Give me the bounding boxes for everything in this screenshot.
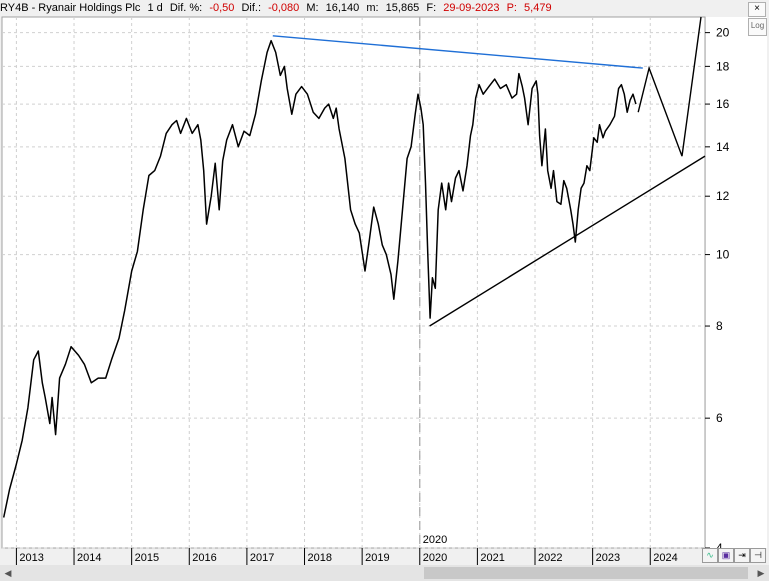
x-tick-label: 2021 — [480, 552, 504, 564]
y-tick-label: 8 — [716, 319, 723, 333]
x-tick-label: 2020 — [423, 552, 447, 564]
x-tick-label: 2022 — [538, 552, 562, 564]
support-line — [429, 155, 706, 327]
y-axis-panel — [706, 17, 767, 548]
x-tick-label: 2013 — [19, 552, 43, 564]
horizontal-scrollbar[interactable]: ◀ ▶ — [0, 565, 769, 581]
pct-change-label: Dif. %: — [169, 2, 203, 14]
year-marker-label: 2020 — [423, 534, 447, 546]
y-tick-label: 18 — [716, 59, 730, 73]
diff-label: Dif.: — [241, 2, 262, 14]
y-tick-label: 14 — [716, 140, 730, 154]
x-tick-label: 2017 — [250, 552, 274, 564]
ticker-title: RY4B - Ryanair Holdings Plc — [0, 2, 141, 14]
scroll-thumb[interactable] — [424, 567, 748, 579]
y-tick-label: 20 — [716, 26, 730, 40]
x-tick-label: 2014 — [77, 552, 101, 564]
price-line — [2, 39, 637, 518]
y-tick-label: 16 — [716, 97, 730, 111]
max-label: M: — [306, 2, 319, 14]
x-tick-label: 2019 — [365, 552, 389, 564]
trend-lines — [272, 16, 706, 327]
close-button[interactable]: × — [748, 2, 766, 17]
projection-line — [637, 16, 702, 157]
pin-icon[interactable]: ⊣ — [750, 548, 766, 563]
diff-value: -0,080 — [268, 2, 300, 14]
plot-area — [1, 16, 706, 549]
price-series — [2, 39, 637, 518]
date-value: 29-09-2023 — [443, 2, 500, 14]
min-label: m: — [366, 2, 379, 14]
resistance-line — [272, 35, 643, 69]
save-icon[interactable]: ▣ — [718, 548, 734, 563]
grid-lines — [2, 17, 705, 549]
x-axis-ticks: 2013 2014 2015 2016 2017 2018 2019 2020 2021 2022… — [15, 548, 678, 565]
x-tick-label: 2016 — [192, 552, 216, 564]
log-scale-button[interactable]: Log — [748, 18, 767, 36]
y-tick-label: 6 — [716, 411, 723, 425]
y-tick-label: 12 — [716, 189, 730, 203]
p-value: 5,479 — [524, 2, 552, 14]
y-tick-label: 10 — [716, 248, 730, 262]
x-tick-label: 2024 — [653, 552, 677, 564]
scroll-right-button[interactable]: ▶ — [757, 568, 765, 578]
scroll-left-button[interactable]: ◀ — [4, 568, 12, 578]
x-tick-label: 2018 — [308, 552, 332, 564]
zoom-fit-icon[interactable]: ⇥ — [734, 548, 750, 563]
pct-change-value: -0,50 — [209, 2, 235, 14]
max-value: 16,140 — [325, 2, 360, 14]
trend-tool-icon[interactable]: ∿ — [702, 548, 718, 563]
p-label: P: — [506, 2, 517, 14]
x-tick-label: 2015 — [135, 552, 159, 564]
date-label: F: — [426, 2, 437, 14]
x-tick-label: 2023 — [596, 552, 620, 564]
min-value: 15,865 — [385, 2, 420, 14]
chart-header: RY4B - Ryanair Holdings Plc 1 d Dif. %: … — [0, 0, 769, 17]
interval-label: 1 d — [147, 2, 163, 14]
